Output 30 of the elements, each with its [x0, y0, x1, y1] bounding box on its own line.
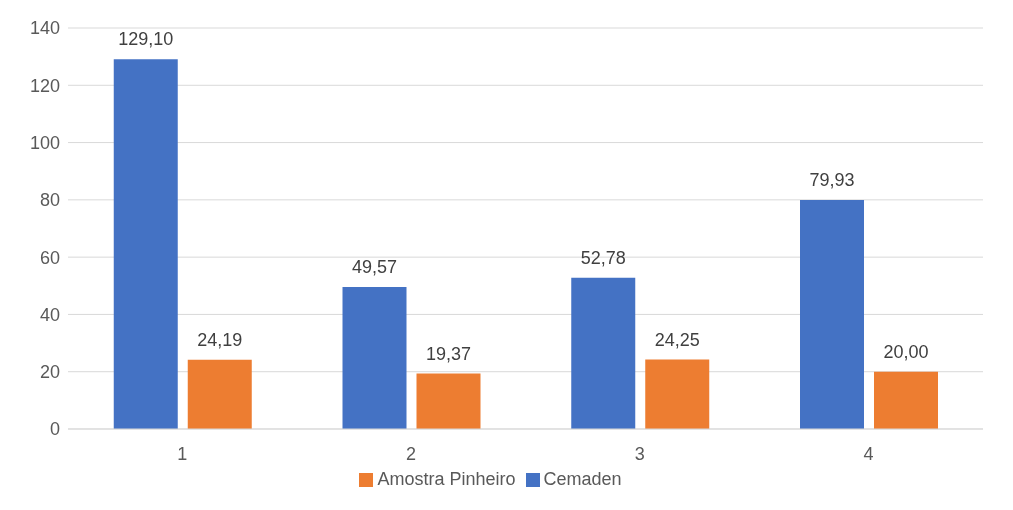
data-label: 19,37 [425, 343, 472, 364]
bar [571, 277, 636, 429]
y-tick-label: 140 [29, 18, 60, 39]
x-tick-label: 1 [177, 443, 188, 464]
y-tick-label: 120 [29, 75, 60, 96]
y-tick-label: 20 [39, 362, 60, 383]
bar [874, 371, 938, 429]
data-label: 20,00 [883, 341, 929, 362]
y-tick-label: 40 [39, 304, 60, 325]
x-tick-label: 3 [634, 443, 645, 464]
bar [645, 359, 710, 429]
bar [113, 59, 178, 429]
legend-label: Cemaden [543, 469, 622, 489]
bar [342, 287, 407, 429]
data-label: 24,19 [197, 329, 243, 350]
y-tick-label: 80 [39, 190, 60, 211]
bar [800, 200, 864, 429]
bar [187, 359, 252, 429]
data-label: 24,25 [654, 329, 700, 350]
data-label: 49,57 [351, 257, 398, 278]
data-label: 79,93 [809, 170, 855, 191]
data-label: 52,78 [580, 247, 626, 268]
y-tick-label: 0 [49, 419, 60, 440]
data-label: 129,10 [118, 29, 174, 50]
y-tick-label: 60 [39, 247, 60, 268]
legend-label: Amostra Pinheiro [377, 469, 516, 489]
x-tick-label: 4 [863, 443, 874, 464]
bar [416, 373, 481, 429]
y-tick-label: 100 [29, 132, 60, 153]
x-tick-label: 2 [406, 443, 417, 464]
